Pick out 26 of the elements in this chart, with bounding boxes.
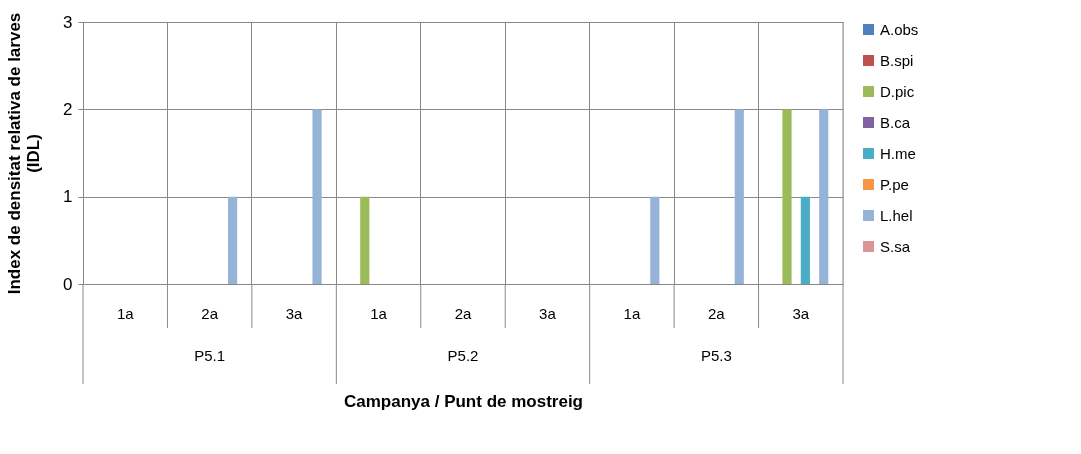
x-tick-label: 1a xyxy=(623,304,641,322)
y-axis-title: Index de densitat relativa de larves (IDL) xyxy=(5,12,44,295)
x-tick-label: 3a xyxy=(539,304,557,322)
x-tick-label: 2a xyxy=(454,304,472,322)
y-tick-label: 0 xyxy=(63,274,73,294)
text: P5.2 xyxy=(447,347,479,364)
legend-label: A.obs xyxy=(880,20,919,38)
text: P5.1 xyxy=(194,347,226,364)
y-tick-label: 1 xyxy=(63,187,73,207)
y-tick-label: 2 xyxy=(63,99,73,119)
legend-label: S.sa xyxy=(880,237,911,255)
legend-label: D.pic xyxy=(880,82,915,100)
x-tick-label: 3a xyxy=(792,304,810,322)
x-axis-title: Campanya / Punt de mostreig xyxy=(344,391,583,411)
x-tick-label: 1a xyxy=(370,304,388,322)
legend-label: B.spi xyxy=(880,51,914,69)
x-tick-label: 2a xyxy=(707,304,726,322)
text: P5.3 xyxy=(700,347,732,364)
legend-label: P.pe xyxy=(880,175,909,193)
legend-label: H.me xyxy=(880,144,916,162)
x-tick-label: 3a xyxy=(285,304,304,322)
y-tick-label: 3 xyxy=(63,12,73,32)
x-tick-label: 1a xyxy=(116,304,135,322)
legend-label: L.hel xyxy=(880,206,913,224)
x-tick-label: 2a xyxy=(201,304,219,322)
legend-label: B.ca xyxy=(880,113,911,131)
